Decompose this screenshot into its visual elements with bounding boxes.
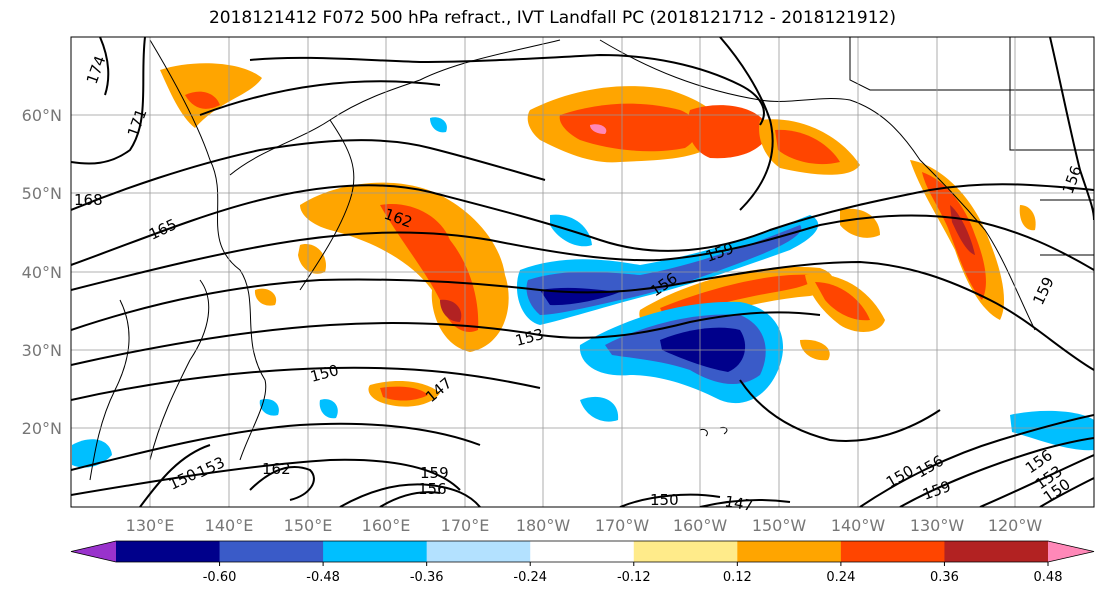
colorbar-tick-label: 0.36 bbox=[930, 570, 959, 585]
colorbar-extend-high bbox=[1048, 541, 1094, 562]
lon-label: 160°E bbox=[362, 516, 411, 535]
map-title: 2018121412 F072 500 hPa refract., IVT La… bbox=[208, 8, 896, 28]
contour-label: 150 bbox=[650, 491, 679, 509]
lon-label: 140°E bbox=[205, 516, 254, 535]
contour-label: 147 bbox=[723, 492, 754, 515]
latitude-labels: 60°N 50°N 40°N 30°N 20°N bbox=[22, 106, 62, 438]
contour-label: 159 bbox=[420, 464, 449, 482]
contour-label: 168 bbox=[74, 191, 103, 209]
lon-label: 170°W bbox=[595, 516, 650, 535]
refractivity-contours bbox=[71, 37, 1094, 507]
colorbar-labels: -0.60 -0.48 -0.36 -0.24 -0.12 0.12 0.24 0.36 0.4… bbox=[203, 562, 1063, 585]
lat-label: 60°N bbox=[22, 106, 62, 125]
colorbar-segment bbox=[530, 541, 635, 562]
colorbar-tick-label: -0.60 bbox=[203, 570, 237, 585]
lat-label: 30°N bbox=[22, 341, 62, 360]
lat-label: 40°N bbox=[22, 263, 62, 282]
colorbar-tick-label: 0.24 bbox=[826, 570, 855, 585]
lon-label: 150°E bbox=[284, 516, 333, 535]
contour-label: 162 bbox=[262, 460, 291, 478]
colorbar-segment bbox=[633, 541, 738, 562]
colorbar-segment bbox=[840, 541, 945, 562]
longitude-labels: 130°E 140°E 150°E 160°E 170°E 180°W 170°… bbox=[126, 516, 1043, 535]
lon-label: 140°W bbox=[831, 516, 886, 535]
lon-label: 130°E bbox=[126, 516, 175, 535]
colorbar-outline bbox=[70, 540, 1095, 563]
colorbar-segment bbox=[944, 541, 1049, 562]
colorbar-tick-label: -0.36 bbox=[410, 570, 444, 585]
lon-label: 120°W bbox=[988, 516, 1043, 535]
colorbar-extend-low bbox=[71, 541, 116, 562]
colorbar-segment bbox=[737, 541, 842, 562]
lon-label: 170°E bbox=[441, 516, 490, 535]
contour-label: 156 bbox=[418, 480, 447, 498]
lon-label: 130°W bbox=[910, 516, 965, 535]
lon-label: 160°W bbox=[673, 516, 728, 535]
colorbar-tick-label: -0.24 bbox=[513, 570, 547, 585]
colorbar-tick-label: -0.12 bbox=[617, 570, 651, 585]
colorbar-tick-label: 0.48 bbox=[1034, 570, 1063, 585]
colorbar bbox=[70, 540, 1095, 563]
lon-label: 180°W bbox=[516, 516, 571, 535]
lon-label: 150°W bbox=[752, 516, 807, 535]
colorbar-segment bbox=[323, 541, 428, 562]
lat-label: 20°N bbox=[22, 419, 62, 438]
colorbar-tick-label: 0.12 bbox=[723, 570, 752, 585]
positive-anomaly-shading bbox=[160, 63, 1036, 407]
colorbar-segment bbox=[116, 541, 221, 562]
colorbar-segment bbox=[426, 541, 531, 562]
colorbar-tick-label: -0.48 bbox=[306, 570, 340, 585]
colorbar-segment bbox=[219, 541, 324, 562]
plot-frame bbox=[70, 36, 1095, 508]
lat-label: 50°N bbox=[22, 184, 62, 203]
